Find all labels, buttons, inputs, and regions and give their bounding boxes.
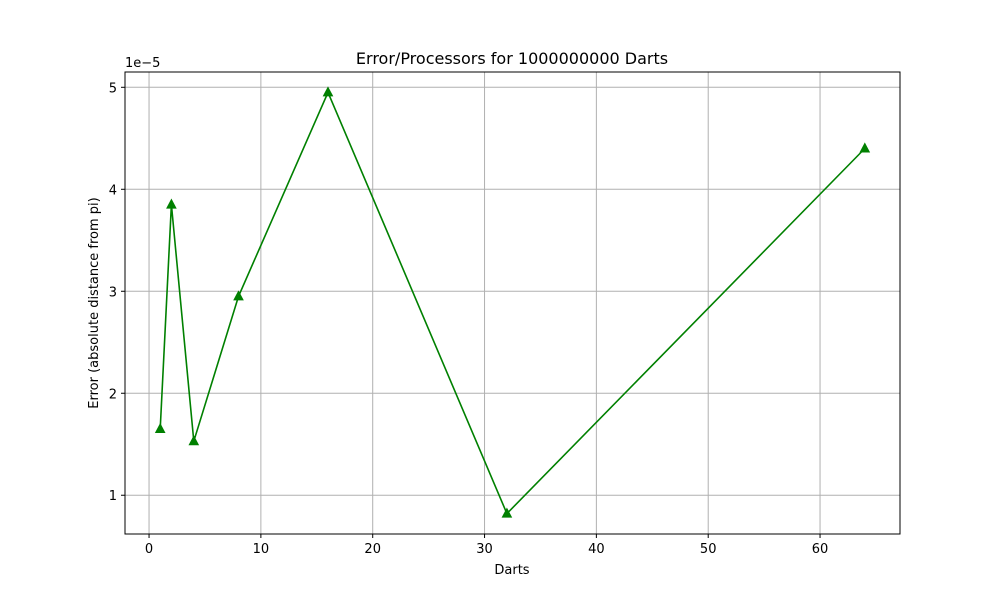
y-tick-label: 2: [109, 387, 117, 402]
y-tick-label: 1: [109, 489, 117, 504]
plot-frame: [124, 71, 901, 535]
data-point-marker: [188, 435, 200, 446]
data-point-marker: [859, 142, 871, 153]
data-point-marker: [154, 422, 166, 433]
y-tick-label: 3: [109, 285, 117, 300]
grid: [125, 72, 900, 534]
x-tick-label: 10: [253, 542, 270, 557]
y-tick-label: 5: [109, 81, 117, 96]
y-axis-label: Error (absolute distance from pi): [87, 197, 102, 408]
y-offset-label: 1e−5: [125, 56, 160, 71]
x-tick-label: 50: [700, 542, 717, 557]
x-tick-label: 40: [588, 542, 605, 557]
x-axis-label: Darts: [494, 563, 529, 578]
data-point-marker: [233, 290, 244, 301]
y-tick-label: 4: [109, 183, 117, 198]
x-tick-label: 20: [364, 542, 381, 557]
data-point-marker: [322, 86, 334, 97]
chart-title: Error/Processors for 1000000000 Darts: [356, 49, 668, 68]
data-point-marker: [501, 507, 513, 518]
axis-ticks: 0 10 20 30 40 50 60 1 2 3 4 5: [109, 81, 829, 557]
x-tick-label: 30: [476, 542, 493, 557]
x-tick-label: 0: [145, 542, 153, 557]
series-line: [154, 86, 871, 518]
data-point-marker: [166, 198, 177, 209]
x-tick-label: 60: [812, 542, 829, 557]
